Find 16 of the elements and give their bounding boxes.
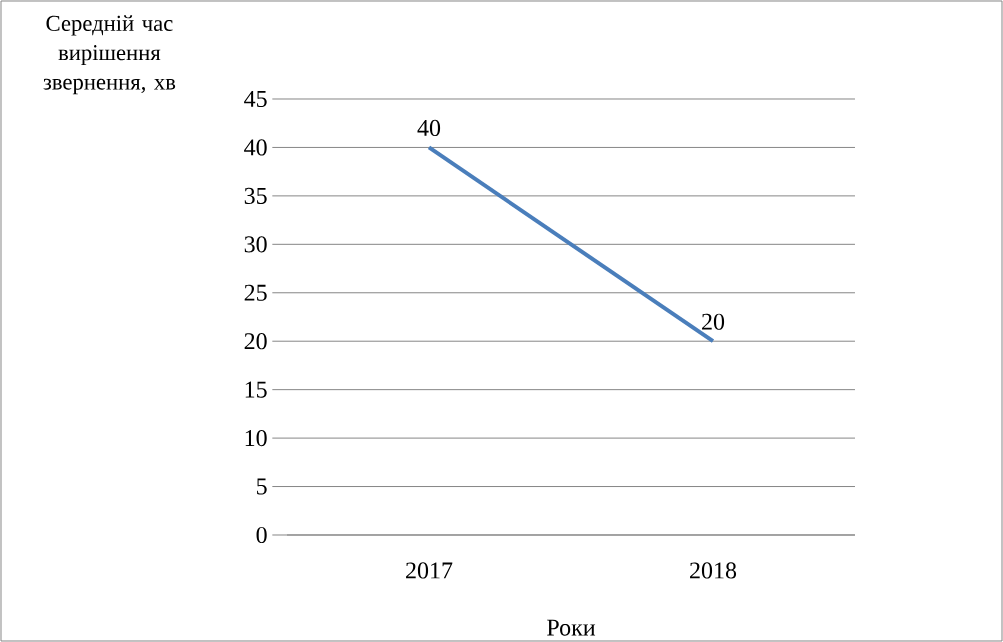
x-axis-title: Роки <box>547 619 596 636</box>
data-label: 40 <box>417 119 441 137</box>
x-tick-label: 2017 <box>406 562 453 579</box>
y-tick-label: 5 <box>257 478 267 495</box>
y-tick-label: 0 <box>256 526 267 544</box>
y-tick-label: 10 <box>245 430 267 447</box>
y-tick-label: 15 <box>245 381 267 398</box>
y-axis-title: Середній час вирішення звернення, хв <box>43 15 176 95</box>
y-tick-label: 35 <box>244 187 267 204</box>
y-tick-label: 30 <box>244 236 267 253</box>
y-tick-label: 45 <box>244 90 267 108</box>
y-tick-label: 40 <box>244 139 267 156</box>
y-tick-label: 20 <box>244 333 267 350</box>
x-tick-label: 2018 <box>690 562 737 579</box>
y-tick-label: 25 <box>244 284 267 301</box>
data-label: 20 <box>702 313 725 330</box>
